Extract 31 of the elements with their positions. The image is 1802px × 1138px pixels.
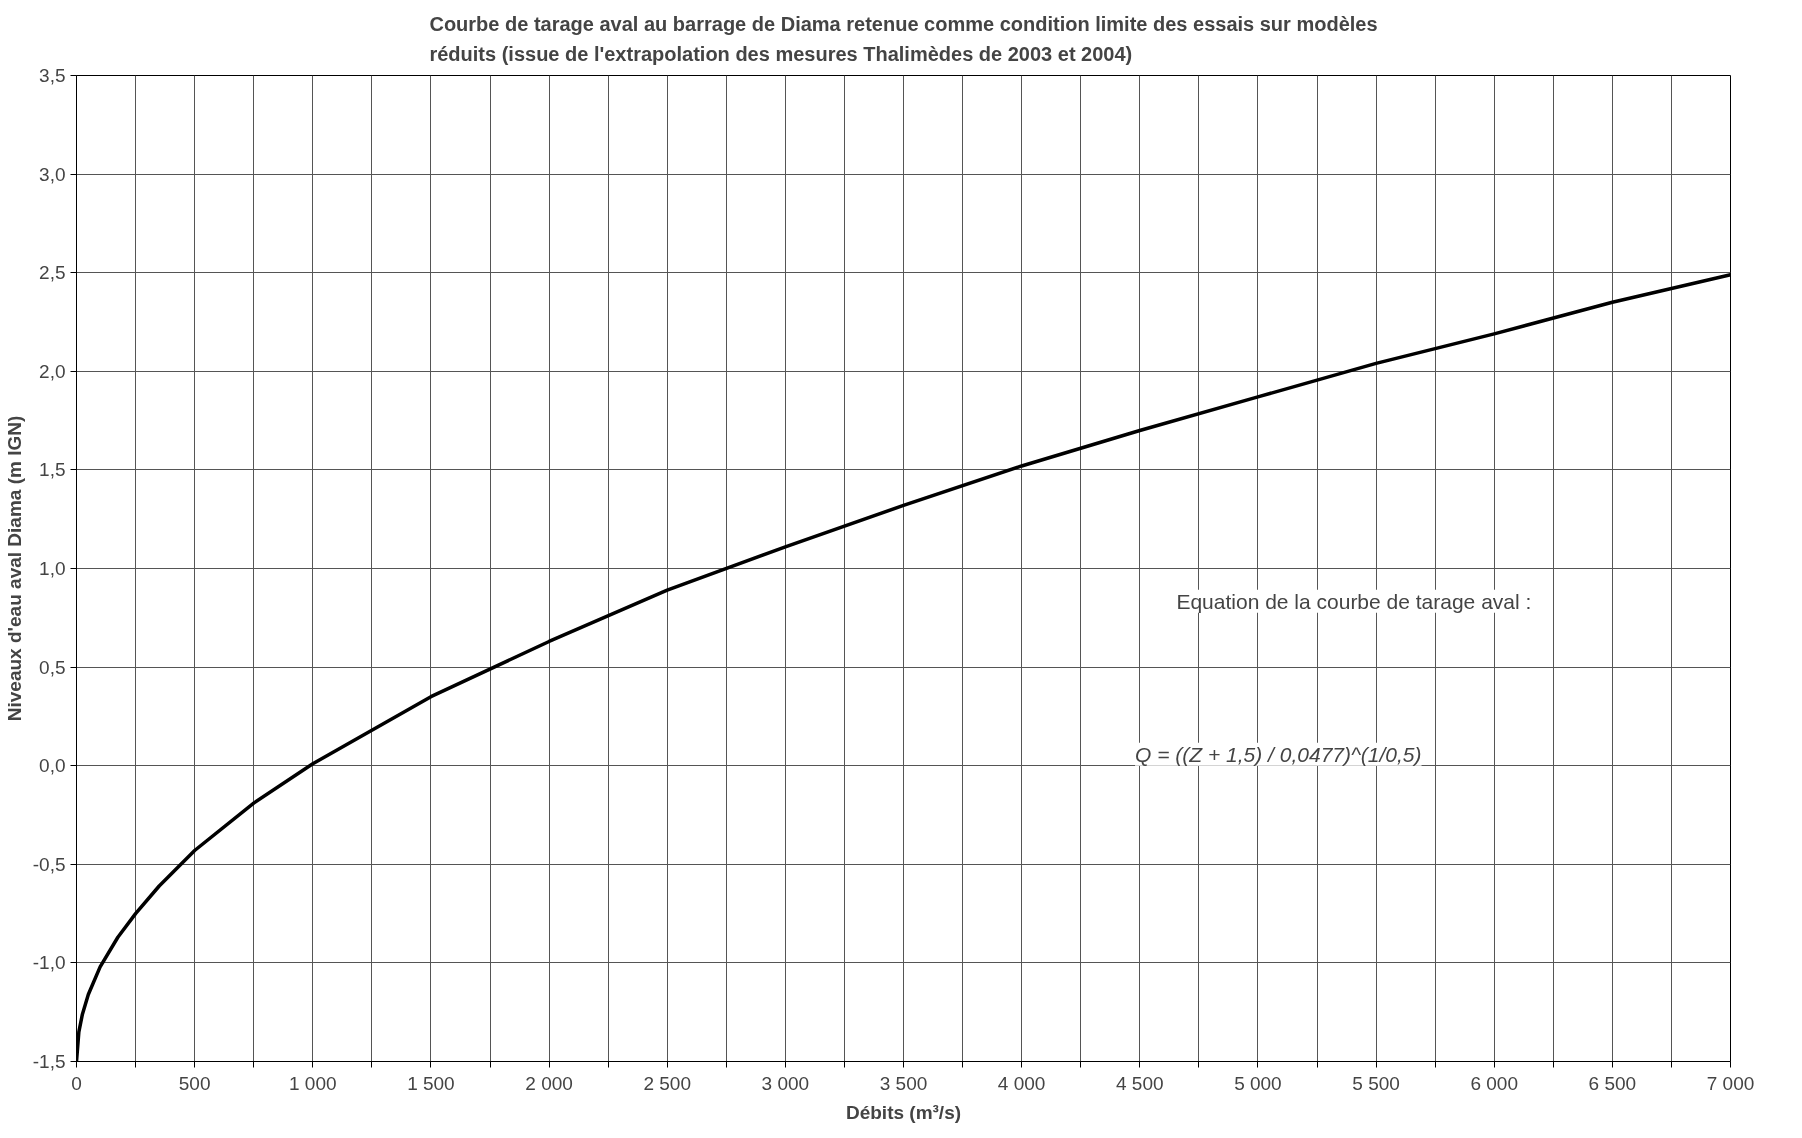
annotation: Equation de la courbe de tarage aval : (1176, 589, 1532, 613)
x-tick-label: 6 000 (1470, 1072, 1518, 1094)
y-axis-title: Niveaux d'eau aval Diama (m IGN) (3, 415, 25, 722)
y-tick-label: 2,0 (39, 360, 66, 382)
x-tick-label: 0 (71, 1072, 82, 1094)
y-tick-label: 3,5 (39, 65, 66, 86)
x-axis-title: Débits (m³/s) (845, 1101, 962, 1123)
x-tick-label: 2 500 (643, 1072, 691, 1094)
y-tick-label: 3,0 (39, 163, 66, 185)
y-tick-label: 1,0 (39, 558, 66, 579)
x-tick-label: 4 500 (1116, 1072, 1164, 1094)
x-tick-label: 5 000 (1234, 1072, 1282, 1094)
x-tick-label: 500 (178, 1072, 211, 1094)
y-tick-label: -1,0 (32, 952, 66, 974)
x-tick-label: 4 000 (997, 1072, 1046, 1094)
x-tick-label: 3 000 (761, 1072, 810, 1094)
y-tick-label: -0,5 (32, 853, 66, 875)
x-tick-label: 1 000 (289, 1072, 337, 1094)
x-tick-label: 5 500 (1352, 1072, 1400, 1094)
x-tick-label: 2 000 (525, 1072, 573, 1094)
y-tick-label: 1,5 (39, 459, 66, 481)
x-tick-label: 7 000 (1706, 1072, 1755, 1094)
x-tick-label: 6 500 (1588, 1072, 1637, 1094)
y-tick-label: 2,5 (39, 262, 66, 284)
x-tick-label: 3 500 (879, 1072, 928, 1094)
y-tick-label: -1,5 (32, 1051, 66, 1072)
chart-title: Courbe de tarage aval au barrage de Diama retenue comme condition limite des essais sur modèles réduits (issue de l'extrapolation des mesures Thalimèdes de 2003 et 2004) (429, 12, 1378, 66)
annotation: Q = ((Z + 1,5) / 0,0477)^(1/0,5) (1135, 742, 1422, 766)
y-tick-label: 0,5 (39, 656, 66, 678)
x-tick-label: 1 500 (407, 1072, 455, 1094)
y-tick-label: 0,0 (39, 755, 66, 777)
